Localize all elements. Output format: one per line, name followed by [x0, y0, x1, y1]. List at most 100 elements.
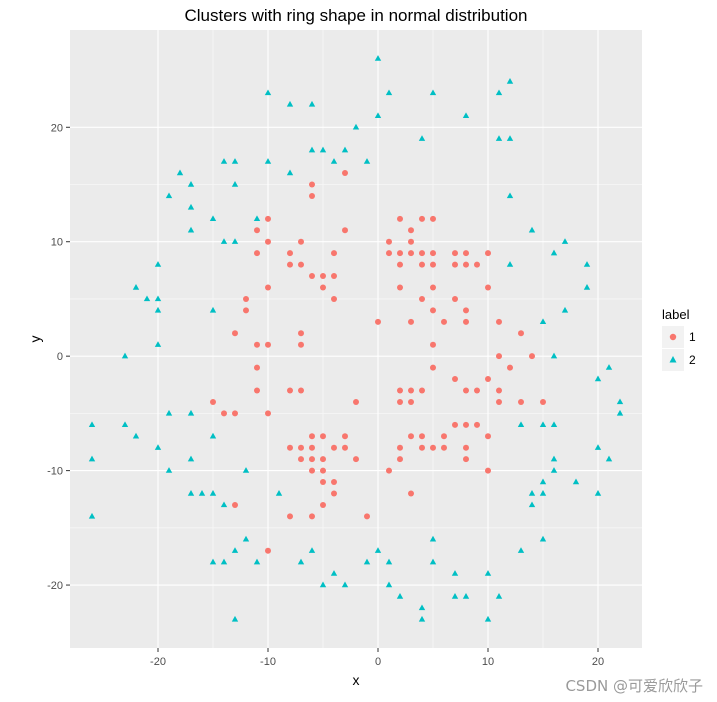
point-label-1 — [309, 433, 315, 440]
point-label-2 — [506, 192, 514, 199]
point-label-2 — [539, 318, 547, 325]
point-label-1 — [265, 284, 271, 291]
point-label-1 — [419, 215, 425, 222]
point-label-2 — [165, 409, 173, 416]
point-label-1 — [298, 261, 304, 268]
point-label-1 — [408, 490, 414, 497]
point-label-1 — [320, 479, 326, 486]
point-label-1 — [463, 307, 469, 314]
point-label-2 — [429, 558, 437, 565]
point-label-1 — [441, 444, 447, 451]
point-label-2 — [495, 593, 503, 599]
x-axis-label: x — [353, 672, 360, 688]
point-label-1 — [386, 467, 392, 474]
point-label-2 — [528, 501, 536, 508]
point-label-2 — [121, 352, 129, 359]
data-points — [88, 55, 624, 622]
point-label-1 — [463, 444, 469, 451]
point-label-1 — [298, 444, 304, 451]
point-label-1 — [309, 181, 315, 188]
point-label-2 — [583, 261, 591, 267]
point-label-2 — [528, 226, 536, 233]
point-label-1 — [298, 341, 304, 348]
point-label-1 — [232, 410, 238, 417]
point-label-2 — [154, 444, 162, 450]
point-label-1 — [397, 444, 403, 451]
point-label-2 — [572, 478, 580, 485]
point-label-2 — [132, 432, 140, 439]
point-label-2 — [561, 306, 569, 313]
point-label-2 — [187, 455, 195, 462]
point-label-1 — [309, 456, 315, 463]
point-label-1 — [397, 215, 403, 222]
y-tick-label: -10 — [47, 466, 63, 478]
point-label-1 — [331, 479, 337, 486]
point-label-1 — [452, 250, 458, 257]
point-label-2 — [297, 558, 305, 565]
point-label-2 — [539, 421, 547, 428]
point-label-1 — [265, 238, 271, 245]
point-label-1 — [419, 261, 425, 268]
point-label-2 — [187, 181, 195, 187]
point-label-1 — [463, 421, 469, 428]
point-label-1 — [309, 273, 315, 280]
point-label-1 — [232, 330, 238, 337]
point-label-1 — [298, 456, 304, 463]
point-label-1 — [210, 398, 216, 405]
point-label-2 — [198, 490, 206, 496]
x-tick-label: 10 — [482, 656, 494, 668]
point-label-2 — [187, 203, 195, 210]
point-label-1 — [430, 261, 436, 268]
point-label-1 — [353, 398, 359, 405]
point-label-1 — [265, 547, 271, 554]
point-label-2 — [517, 421, 525, 428]
point-label-1 — [430, 307, 436, 314]
point-label-2 — [275, 490, 283, 496]
point-label-1 — [342, 433, 348, 440]
point-label-1 — [320, 284, 326, 291]
point-label-1 — [419, 387, 425, 394]
point-label-1 — [287, 444, 293, 451]
point-label-1 — [408, 250, 414, 257]
point-label-1 — [474, 261, 480, 268]
point-label-1 — [265, 341, 271, 348]
point-label-2 — [517, 547, 525, 553]
point-label-2 — [594, 444, 602, 450]
point-label-2 — [429, 89, 437, 96]
plot-panel — [70, 30, 642, 648]
point-label-1 — [408, 387, 414, 394]
point-label-2 — [319, 581, 327, 588]
point-label-2 — [154, 295, 162, 302]
y-axis-label: y — [27, 336, 43, 343]
point-label-2 — [88, 455, 96, 462]
point-label-2 — [231, 547, 239, 553]
point-label-1 — [397, 387, 403, 394]
point-label-1 — [309, 192, 315, 199]
point-label-1 — [529, 353, 535, 360]
point-label-2 — [484, 615, 492, 622]
point-label-1 — [441, 318, 447, 325]
point-label-1 — [331, 444, 337, 451]
point-label-1 — [452, 376, 458, 383]
point-label-1 — [397, 261, 403, 268]
x-tick-label: 0 — [375, 656, 381, 668]
point-label-1 — [463, 250, 469, 257]
point-label-2 — [385, 89, 393, 96]
point-label-2 — [308, 547, 316, 553]
point-label-2 — [231, 615, 239, 622]
x-tick-label: -10 — [260, 656, 276, 668]
point-label-1 — [320, 456, 326, 463]
point-label-1 — [485, 433, 491, 440]
point-label-1 — [254, 364, 260, 371]
point-label-1 — [430, 364, 436, 371]
point-label-2 — [462, 593, 470, 599]
point-label-2 — [352, 123, 360, 130]
point-label-1 — [331, 295, 337, 302]
point-label-2 — [220, 558, 228, 565]
y-tick-label: -20 — [47, 580, 63, 592]
point-label-2 — [418, 135, 426, 141]
point-label-2 — [374, 112, 382, 119]
point-label-1 — [518, 398, 524, 405]
point-label-1 — [386, 250, 392, 257]
